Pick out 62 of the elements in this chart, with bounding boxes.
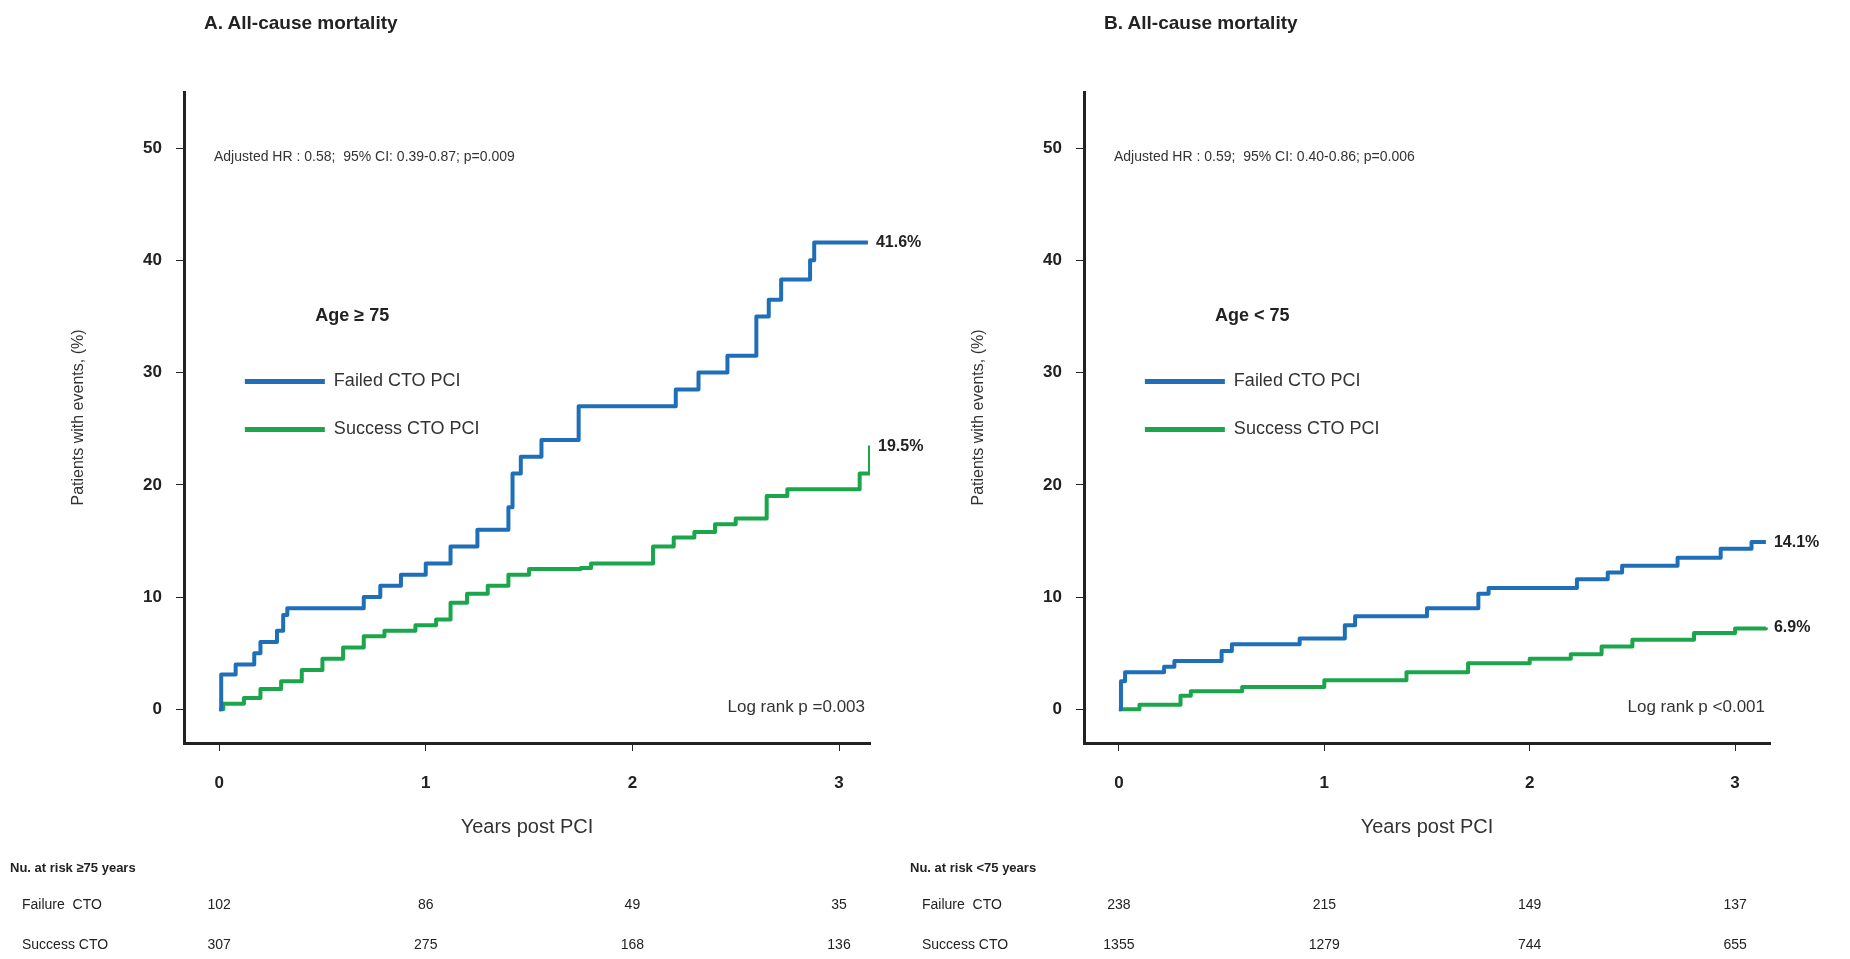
x-tick-label: 3 [1730,772,1740,792]
text: 215 [1312,895,1337,912]
legend-label: Success CTO PCI [333,418,480,439]
legend-label: Failed CTO PCI [333,370,461,391]
text: 168 [620,935,645,952]
legend-title: Age ≥ 75 [315,304,390,325]
text: 41.6% [875,233,922,252]
y-tick-label: 0 [152,699,162,719]
text: Failure CTO [922,895,1002,912]
y-tick-label: 0 [1052,699,1062,719]
legend-title: Age < 75 [1214,304,1290,325]
x-tick-label: 1 [421,772,431,792]
y-tick-label: 20 [143,474,162,494]
chart-title: A. All-cause mortality [204,12,398,34]
y-tick-label: 10 [1043,586,1062,606]
text: 86 [417,895,434,912]
text: 238 [1107,895,1131,912]
legend-label: Failed CTO PCI [1233,370,1361,391]
x-tick-label: 2 [1524,772,1535,792]
x-tick-label: 0 [214,772,224,792]
y-axis-title: Patients with events, (%) [969,329,987,506]
text: Success CTO [922,935,1009,952]
annotation: Log rank p <0.001 [1627,697,1765,717]
x-tick-label: 3 [834,772,844,792]
y-axis-title: Patients with events, (%) [69,329,87,506]
text: 149 [1518,895,1542,912]
x-axis-title: Years post PCI [460,814,594,837]
text: 6.9% [1773,618,1811,637]
text: Nu. at risk ≥75 years [10,859,136,875]
annotation: Adjusted HR : 0.59; 95% CI: 0.40-0.86; p=0.006 [1114,147,1416,164]
text: 307 [207,935,232,952]
text: 744 [1518,935,1542,952]
chart-title: B. All-cause mortality [1104,12,1298,34]
text: 136 [827,935,851,952]
text: 275 [414,935,438,952]
text: Nu. at risk <75 years [910,859,1037,875]
annotation: Log rank p =0.003 [727,697,865,717]
text: 1279 [1308,935,1341,952]
annotation: Adjusted HR : 0.58; 95% CI: 0.39-0.87; p=0.009 [214,147,516,164]
y-tick-label: 30 [143,362,162,382]
text: 1355 [1103,935,1135,952]
legend-label: Success CTO PCI [1233,418,1380,439]
x-tick-label: 1 [1319,772,1330,792]
x-axis-title: Years post PCI [1360,814,1494,837]
y-tick-label: 30 [1043,362,1062,382]
text: 19.5% [878,436,924,455]
y-tick-label: 20 [1043,474,1062,494]
text: 49 [624,895,641,912]
text: 14.1% [1773,533,1820,552]
text: Failure CTO [22,895,102,912]
text: 137 [1723,895,1747,912]
text: Success CTO [22,935,109,952]
y-tick-label: 40 [143,250,162,270]
text: 35 [831,895,847,912]
text: 655 [1723,935,1747,952]
y-tick-label: 40 [1043,250,1062,270]
y-tick-label: 50 [1043,137,1062,157]
y-tick-label: 50 [143,137,162,157]
x-tick-label: 2 [627,772,638,792]
x-tick-label: 0 [1114,772,1124,792]
y-tick-label: 10 [143,586,162,606]
text: 102 [207,895,232,912]
